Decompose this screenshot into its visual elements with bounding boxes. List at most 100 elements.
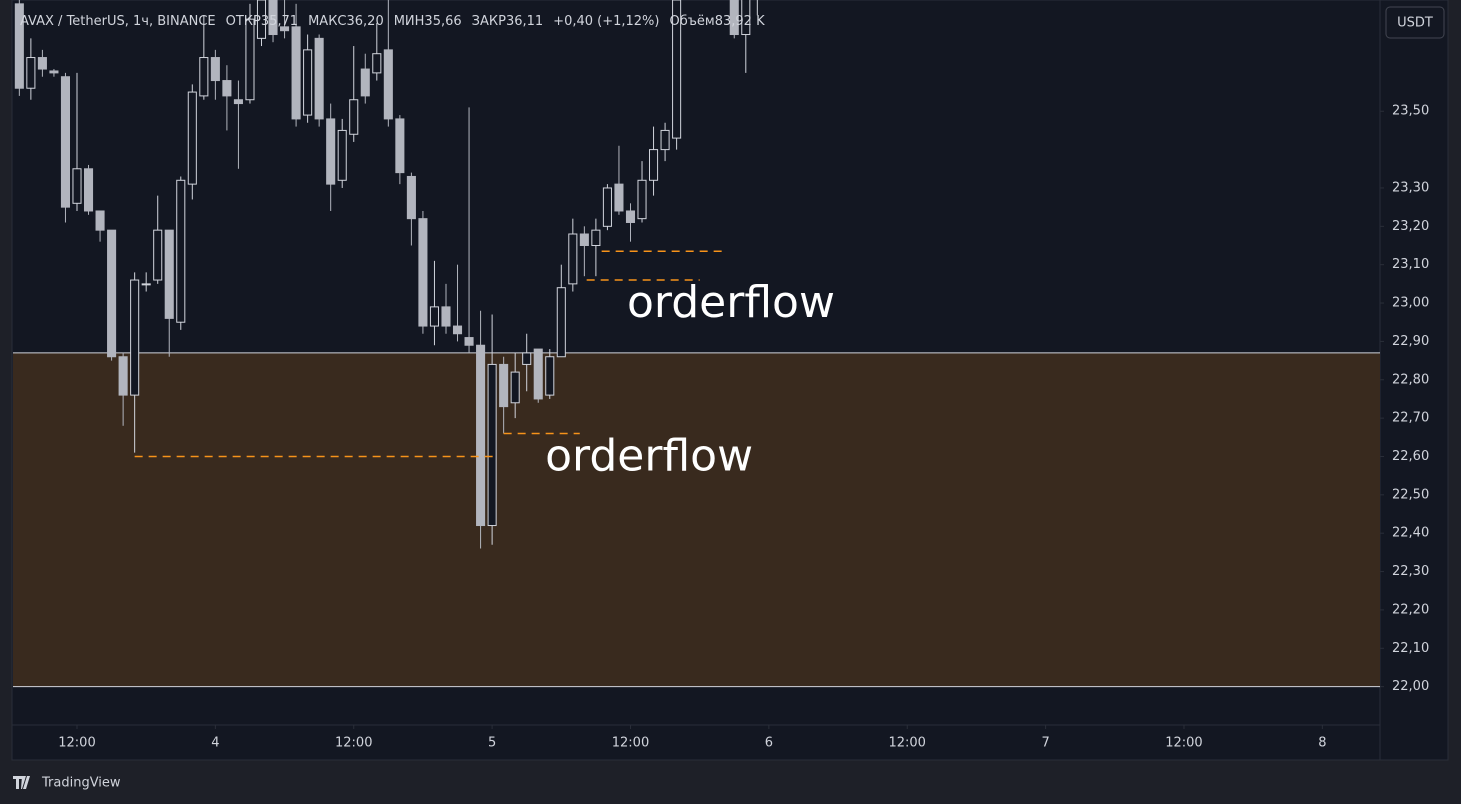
candle-body <box>579 233 589 247</box>
candle-body <box>14 3 24 89</box>
candle-body <box>303 49 313 116</box>
y-tick-label: 22,60 <box>1392 449 1429 464</box>
annotation: orderflow <box>545 430 753 481</box>
candle-body <box>256 0 267 39</box>
candle-body <box>60 76 71 208</box>
candle-body <box>441 306 451 327</box>
y-tick-label: 23,10 <box>1392 257 1429 272</box>
close: ЗАКР36,11 <box>472 14 544 29</box>
y-tick-label: 22,50 <box>1392 487 1429 502</box>
candle-body <box>649 149 659 181</box>
candle-body <box>591 229 601 247</box>
candle-body <box>95 210 105 231</box>
candle-body <box>510 371 520 404</box>
candle-body <box>452 325 463 335</box>
volume: Объём83,92 K <box>669 14 765 29</box>
candle-body <box>672 0 682 139</box>
candle-body <box>395 118 405 174</box>
x-tick-label: 7 <box>1041 736 1049 751</box>
candle-body <box>729 0 739 36</box>
candle-body <box>487 363 497 527</box>
candle-body <box>522 352 532 365</box>
candle-body <box>602 187 612 227</box>
plot-area: orderflow orderflow <box>13 0 1380 688</box>
brand: TradingView <box>41 776 121 791</box>
candle-body <box>268 0 278 36</box>
candle-body <box>130 279 140 396</box>
candle-body <box>499 363 509 408</box>
x-tick-label: 5 <box>488 736 496 751</box>
x-tick-label: 12:00 <box>335 736 372 751</box>
zone <box>13 352 1380 687</box>
candle-body <box>233 99 243 105</box>
candle-body <box>637 179 647 220</box>
y-tick-label: 22,40 <box>1392 526 1429 541</box>
candle-body <box>625 210 636 223</box>
x-tick-label: 12:00 <box>58 736 95 751</box>
x-tick-label: 8 <box>1318 736 1326 751</box>
candle-body <box>153 229 163 281</box>
candle-body <box>83 168 94 212</box>
candle-body <box>429 306 439 327</box>
change: +0,40 (+1,12%) <box>553 14 659 29</box>
candle-body <box>383 49 393 120</box>
candle-body <box>614 183 624 212</box>
candle-body <box>741 0 751 36</box>
candle-body <box>164 229 174 319</box>
candle-body <box>141 283 151 286</box>
x-tick-label: 12:00 <box>612 736 649 751</box>
candle-body <box>556 287 566 358</box>
x-tick-label: 12:00 <box>1165 736 1202 751</box>
candle-body <box>176 179 186 323</box>
candle-body <box>49 70 59 74</box>
candle-body <box>464 337 474 346</box>
brand-logo <box>13 776 30 789</box>
candle-body <box>280 26 290 32</box>
y-tick-label: 23,00 <box>1392 296 1429 311</box>
y-tick-label: 22,90 <box>1392 334 1429 349</box>
y-tick-label: 23,50 <box>1392 104 1429 119</box>
y-tick-label: 22,30 <box>1392 564 1429 579</box>
candle-body <box>533 348 543 400</box>
currency-button[interactable] <box>1385 6 1445 39</box>
candle-body <box>37 57 47 70</box>
candle-body <box>360 68 370 97</box>
candle-body <box>107 229 117 358</box>
candle-body <box>476 344 486 527</box>
y-tick-label: 22,70 <box>1392 411 1429 426</box>
candle-body <box>406 175 416 220</box>
candle-body <box>326 118 336 185</box>
candle-body <box>372 53 382 74</box>
candle-body <box>222 80 232 97</box>
candle-body <box>210 57 220 82</box>
high: МАКС36,20 <box>308 14 384 29</box>
header: AVAX / TetherUS, 1ч, BINANCE ОТКР35,71 МАК… <box>20 14 765 29</box>
y-tick-label: 22,20 <box>1392 602 1429 617</box>
candle-body <box>199 57 209 97</box>
symbol: AVAX / TetherUS, 1ч, BINANCE <box>20 14 216 29</box>
axes: 22,00 22,10 22,20 22,30 22,40 22,50 22,60 22,70… <box>58 104 1429 751</box>
annotation: orderflow <box>627 277 835 328</box>
candle-body <box>291 26 301 120</box>
x-tick-label: 4 <box>211 736 219 751</box>
candle-body <box>337 129 347 181</box>
candle-body <box>118 356 128 396</box>
y-tick-label: 22,80 <box>1392 372 1429 387</box>
currency-label: USDT <box>1397 16 1433 31</box>
candle-body <box>418 218 428 327</box>
candle-body <box>568 233 578 285</box>
candle-body <box>187 91 197 185</box>
x-tick-label: 12:00 <box>888 736 925 751</box>
candle-body <box>314 37 324 120</box>
candle-body <box>349 99 359 135</box>
y-tick-label: 23,30 <box>1392 180 1429 195</box>
low: МИН35,66 <box>394 14 462 29</box>
y-tick-label: 22,10 <box>1392 641 1429 656</box>
candle-body <box>72 168 82 204</box>
candle-body <box>245 18 255 101</box>
y-tick-label: 22,00 <box>1392 679 1429 694</box>
y-tick-label: 23,20 <box>1392 219 1429 234</box>
open: ОТКР35,71 <box>226 14 298 29</box>
